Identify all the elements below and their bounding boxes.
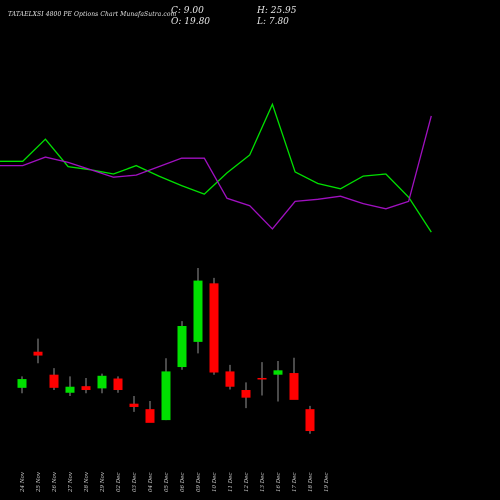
candle-body — [145, 409, 155, 423]
candle-body — [305, 409, 315, 432]
candle-body — [113, 378, 123, 391]
candle-body — [225, 371, 235, 387]
candle-body — [177, 326, 187, 368]
x-tick-label: 06 Dec — [180, 473, 186, 493]
x-tick-label: 16 Dec — [276, 473, 282, 493]
x-tick-label: 04 Dec — [148, 473, 154, 493]
high-value: H: 25.95 — [257, 6, 297, 16]
candle-body — [33, 351, 43, 356]
x-tick-label: 25 Nov — [36, 471, 42, 493]
candle-body — [289, 373, 299, 400]
x-tick-label: 24 Nov — [20, 471, 26, 493]
x-tick-label: 28 Nov — [84, 471, 90, 493]
x-tick-label: 13 Dec — [260, 473, 266, 493]
purple-indicator-line — [0, 115, 432, 230]
candle-body — [49, 374, 59, 388]
x-tick-label: 02 Dec — [116, 473, 122, 493]
x-tick-label: 12 Dec — [244, 473, 250, 493]
x-tick-label: 17 Dec — [292, 473, 298, 493]
candle-body — [273, 370, 283, 375]
x-tick-label: 26 Nov — [52, 471, 58, 493]
candle-body — [161, 371, 171, 421]
x-tick-label: 09 Dec — [196, 473, 202, 493]
x-tick-label: 19 Dec — [324, 473, 330, 493]
x-axis-labels: 24 Nov 25 Nov 26 Nov 27 Nov 28 Nov 29 Nov 02 D… — [20, 471, 330, 493]
x-tick-label: 27 Nov — [68, 471, 74, 493]
candle-body — [129, 403, 139, 407]
low-value: L: 7.80 — [257, 17, 289, 27]
candle-body — [17, 379, 27, 388]
candle-body — [81, 386, 91, 391]
candle-body — [97, 375, 107, 389]
indicator-lines — [0, 102, 432, 233]
candle-body — [257, 377, 267, 380]
close-value: C: 9.00 — [171, 6, 204, 16]
x-tick-label: 10 Dec — [212, 473, 218, 493]
x-tick-label: 18 Dec — [308, 473, 314, 493]
green-indicator-line — [0, 102, 432, 233]
x-tick-label: 29 Nov — [100, 471, 106, 493]
x-tick-label: 03 Dec — [132, 473, 138, 493]
candle-body — [193, 280, 203, 342]
candle-body — [209, 283, 219, 373]
open-value: O: 19.80 — [171, 17, 211, 27]
candles — [17, 268, 315, 434]
candle-body — [241, 390, 251, 398]
x-tick-label: 11 Dec — [228, 473, 234, 493]
x-tick-label: 05 Dec — [164, 473, 170, 493]
candle-body — [65, 386, 75, 393]
chart-title: TATAELXSI 4800 PE Options Chart MunafaSu… — [8, 11, 177, 18]
